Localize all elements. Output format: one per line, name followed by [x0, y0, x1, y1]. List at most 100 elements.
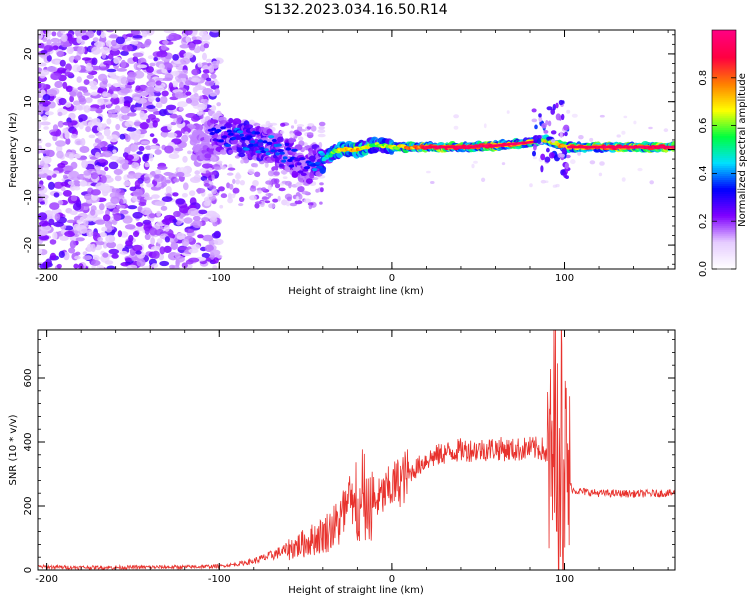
heatmap-cell-917 — [73, 153, 82, 159]
heatmap-cell-959 — [185, 97, 193, 104]
colorbar-step — [712, 129, 736, 133]
heatmap-cell-1384 — [189, 190, 196, 197]
heatmap-cell-1232 — [135, 98, 148, 104]
heatmap-cell-1465 — [210, 156, 217, 163]
heatmap-cell-1360 — [139, 91, 150, 96]
heatmap-cell-2916 — [236, 130, 244, 134]
heatmap-cell-2932 — [262, 140, 268, 144]
heatmap-cell-1502 — [298, 136, 304, 141]
heatmap-cell-1033 — [139, 122, 149, 130]
heatmap-cell-1333 — [161, 68, 167, 74]
heatmap-cell-1298 — [96, 126, 102, 132]
colorbar-step — [712, 201, 736, 204]
colorbar-step — [712, 73, 736, 77]
heatmap-cell-1576 — [306, 132, 314, 136]
heatmap-cell-1197 — [130, 144, 138, 153]
heatmap-cell-1029 — [125, 134, 131, 143]
heatmap-cell-1566 — [301, 147, 307, 151]
heatmap-cell-3328 — [550, 138, 556, 143]
heatmap-cell-2957 — [300, 172, 307, 176]
heatmap-cell-823 — [179, 81, 184, 90]
heatmap-cell-1822 — [238, 152, 246, 158]
colorbar-step — [712, 191, 736, 194]
heatmap-cell-1449 — [319, 201, 323, 205]
heatmap-cell-1522 — [253, 163, 259, 168]
heatmap-cell-1280 — [112, 149, 117, 154]
heatmap-cell-2941 — [276, 143, 282, 147]
heatmap-cell-1696 — [501, 162, 506, 166]
heatmap-cell-1309 — [203, 43, 209, 49]
heatmap-cell-1325 — [46, 66, 58, 73]
heatmap-cell-1099 — [155, 80, 162, 86]
heatmap-cell-949 — [150, 246, 162, 251]
heatmap-cell-1681 — [430, 181, 435, 184]
heatmap-cell-2969 — [319, 152, 326, 156]
colorbar-step — [712, 131, 736, 135]
heatmap-cell-665 — [64, 230, 75, 238]
heatmap-cell-1294 — [73, 230, 79, 235]
heatmap-cell-1611 — [293, 129, 301, 136]
heatmap-cell-1610 — [207, 200, 211, 206]
heatmap-cell-2956 — [298, 157, 306, 161]
heatmap-cell-595 — [175, 198, 186, 205]
heatmap-cell-1616 — [298, 129, 307, 132]
spectrogram-heatmap — [38, 30, 675, 269]
heatmap-cell-810 — [202, 69, 211, 74]
heatmap-cell-1369 — [39, 229, 49, 236]
heatmap-cell-426 — [56, 263, 62, 269]
heatmap-cell-1336 — [117, 230, 123, 238]
heatmap-cell-1372 — [91, 46, 101, 55]
colorbar-step — [712, 171, 736, 174]
heatmap-cell-1331 — [90, 172, 99, 180]
heatmap-cell-863 — [99, 232, 107, 238]
heatmap-cell-924 — [164, 171, 172, 176]
heatmap-cell-1685 — [663, 128, 669, 133]
colorbar-step — [712, 111, 736, 115]
heatmap-cell-1916 — [277, 136, 284, 143]
heatmap-cell-1140 — [181, 238, 190, 247]
heatmap-cell-1111 — [49, 252, 57, 261]
heatmap-cell-422 — [113, 168, 123, 175]
heatmap-cell-1349 — [152, 120, 158, 128]
heatmap-cell-558 — [46, 170, 54, 176]
heatmap-cell-1795 — [228, 117, 234, 124]
heatmap-cell-109 — [55, 140, 66, 147]
heatmap-cell-742 — [59, 235, 69, 241]
heatmap-cell-3323 — [548, 152, 556, 159]
heatmap-cell-1343 — [109, 134, 119, 143]
heatmap-cell-1642 — [310, 125, 317, 132]
colorbar-step — [712, 30, 736, 33]
heatmap-cell-741 — [73, 100, 81, 106]
y-tick-label: 200 — [23, 496, 34, 515]
heatmap-cell-1652 — [320, 187, 324, 193]
colorbar-step — [712, 207, 736, 210]
heatmap-cell-1227 — [81, 35, 89, 41]
heatmap-cell-1435 — [317, 133, 326, 138]
heatmap-cell-1246 — [97, 98, 105, 106]
heatmap-cell-1582 — [277, 195, 281, 202]
spectrogram-y-ticks: -20 -10 0 10 20 — [23, 34, 675, 265]
colorbar-step — [712, 197, 736, 200]
heatmap-cell-2964 — [312, 168, 318, 172]
heatmap-cell-1035 — [78, 122, 84, 130]
heatmap-cell-835 — [108, 53, 114, 60]
colorbar-step — [712, 77, 736, 81]
heatmap-cell-1031 — [120, 76, 129, 85]
heatmap-cell-1624 — [240, 159, 245, 164]
heatmap-cell-909 — [105, 40, 112, 47]
y-tick-label: 10 — [23, 95, 34, 108]
heatmap-cell-1221 — [187, 207, 199, 217]
heatmap-cell-700 — [201, 252, 211, 259]
heatmap-cell-1688 — [529, 183, 533, 188]
heatmap-cell-1578 — [239, 196, 245, 202]
heatmap-cell-599 — [80, 138, 86, 147]
colorbar-step — [712, 49, 736, 53]
heatmap-cell-3321 — [550, 130, 557, 135]
heatmap-cell-1386 — [52, 231, 58, 240]
heatmap-cell-1352 — [90, 91, 98, 96]
heatmap-cell-1323 — [185, 259, 194, 265]
heatmap-cell-275 — [97, 236, 103, 242]
heatmap-cell-1103 — [124, 147, 131, 153]
heatmap-cell-1295 — [174, 91, 184, 99]
